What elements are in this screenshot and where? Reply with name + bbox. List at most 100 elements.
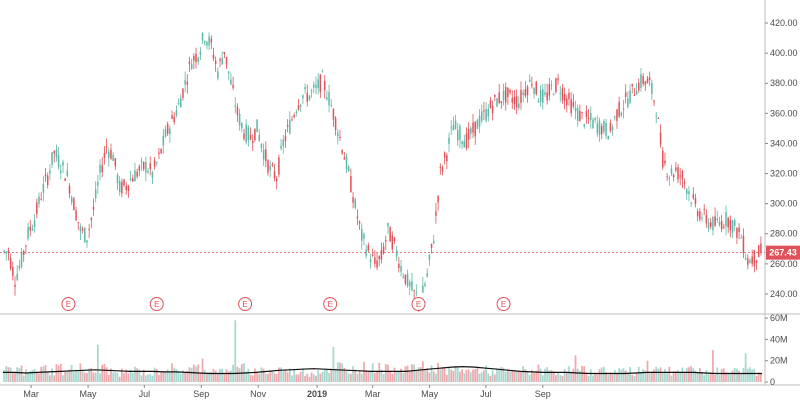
candle-body [302,95,304,99]
earnings-marker [149,297,164,311]
volume-bar [642,369,645,382]
volume-bar [513,369,516,382]
candle-body [502,90,505,101]
candle-body [125,185,127,191]
candle-body [57,155,60,168]
volume-bar [596,374,599,382]
candle-body [350,176,352,193]
volume-bar [657,368,660,382]
volume-bar [598,369,601,382]
candle-body [389,227,391,242]
candle-body [740,237,743,239]
volume-bar [720,369,723,382]
volume-bar [153,367,156,382]
candle-body [635,91,638,95]
volume-bar [402,373,405,382]
candle-body [600,125,603,134]
volume-bar [123,373,125,382]
volume-bar [131,373,134,382]
volume-bar [317,370,320,382]
candle-body [149,163,151,169]
candle-body [751,256,753,264]
volume-bar [544,368,546,382]
volume-bar [507,368,509,382]
volume-bar [681,367,684,382]
candle-body [515,96,518,108]
volume-bar [707,374,710,382]
volume-bar [509,371,511,382]
volume-bar [555,375,557,382]
candle-body [609,122,612,132]
candle-body [44,174,47,177]
candle-body [291,119,293,121]
candle-body [114,158,117,167]
candle-body [631,83,633,86]
volume-bar [421,361,424,382]
volume-bar [493,374,496,382]
candle-body [461,141,463,145]
candle-body [408,281,411,287]
candle-body [29,226,32,231]
volume-bar [127,373,130,382]
price-tick-label: 400.00 [770,48,798,58]
candle-body [413,290,415,292]
candle-body [400,266,402,272]
candle-body [742,235,745,254]
volume-bar [330,368,333,382]
volume-bar [103,364,106,382]
candle-body [182,88,184,99]
candle-body [666,176,668,178]
candle-body [718,222,721,225]
volume-bar [644,370,647,382]
volume-bar [107,374,110,382]
candle-body [465,133,468,149]
candle-body [664,160,666,164]
volume-bar [729,374,732,382]
candle-body [387,222,389,227]
volume-bar [731,370,734,382]
volume-bar [247,368,250,382]
volume-bar [308,376,311,382]
candle-body [428,254,431,261]
volume-bar [690,366,692,382]
volume-bar [635,372,638,382]
volume-bar [134,366,136,382]
candle-body [476,119,479,129]
volume-bar [694,370,697,382]
candle-body [709,222,712,227]
candle-body [627,98,629,107]
candle-body [123,179,125,186]
earnings-marker [323,297,338,311]
candle-body [361,228,363,241]
candle-body [332,109,335,120]
candle-body [522,92,524,96]
candle-body [179,98,182,108]
candle-body [247,127,250,141]
candle-body [81,228,84,231]
volume-bar [236,366,239,382]
volume-bar [162,372,165,382]
volume-bar [182,370,184,382]
candle-body [424,283,426,286]
candle-body [297,105,300,110]
volume-bar [251,375,254,382]
volume-bar [395,371,398,382]
volume-bar [57,365,60,382]
candle-body [590,113,592,120]
candle-body [629,90,631,103]
volume-bar [703,375,706,382]
candle-body [345,156,348,170]
candle-body [511,98,514,103]
volume-bar [212,368,215,382]
earnings-marker-label: E [242,300,247,309]
candle-body [68,185,71,194]
candle-body [317,79,319,89]
candle-body [241,123,243,129]
candle-body [18,265,21,269]
volume-bar [432,371,435,382]
volume-bar [258,373,261,382]
candle-body [70,197,73,203]
volume-bar [576,368,579,382]
volume-bar [550,370,553,382]
candle-body [369,259,372,263]
